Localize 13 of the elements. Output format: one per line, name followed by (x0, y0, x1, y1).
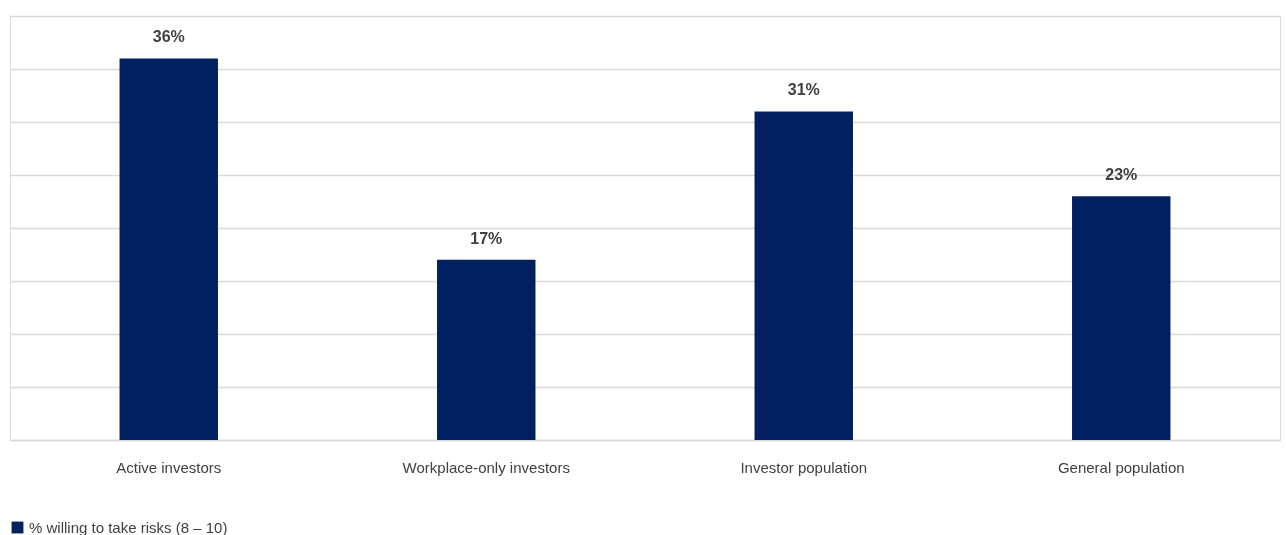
data-label: 23% (1105, 166, 1138, 184)
x-tick-label: Investor population (740, 458, 868, 476)
bar (1072, 196, 1171, 440)
bar (754, 111, 853, 440)
x-tick-label: Active investors (116, 458, 222, 476)
legend-label: % willing to take risks (8 – 10) (29, 518, 228, 535)
data-label: 36% (152, 28, 185, 46)
bar (119, 58, 218, 440)
data-label: 17% (470, 229, 503, 247)
x-tick-label: Workplace-only investors (402, 458, 570, 476)
x-tick-label: General population (1057, 458, 1185, 476)
bar (437, 259, 536, 440)
data-label: 31% (787, 81, 820, 99)
